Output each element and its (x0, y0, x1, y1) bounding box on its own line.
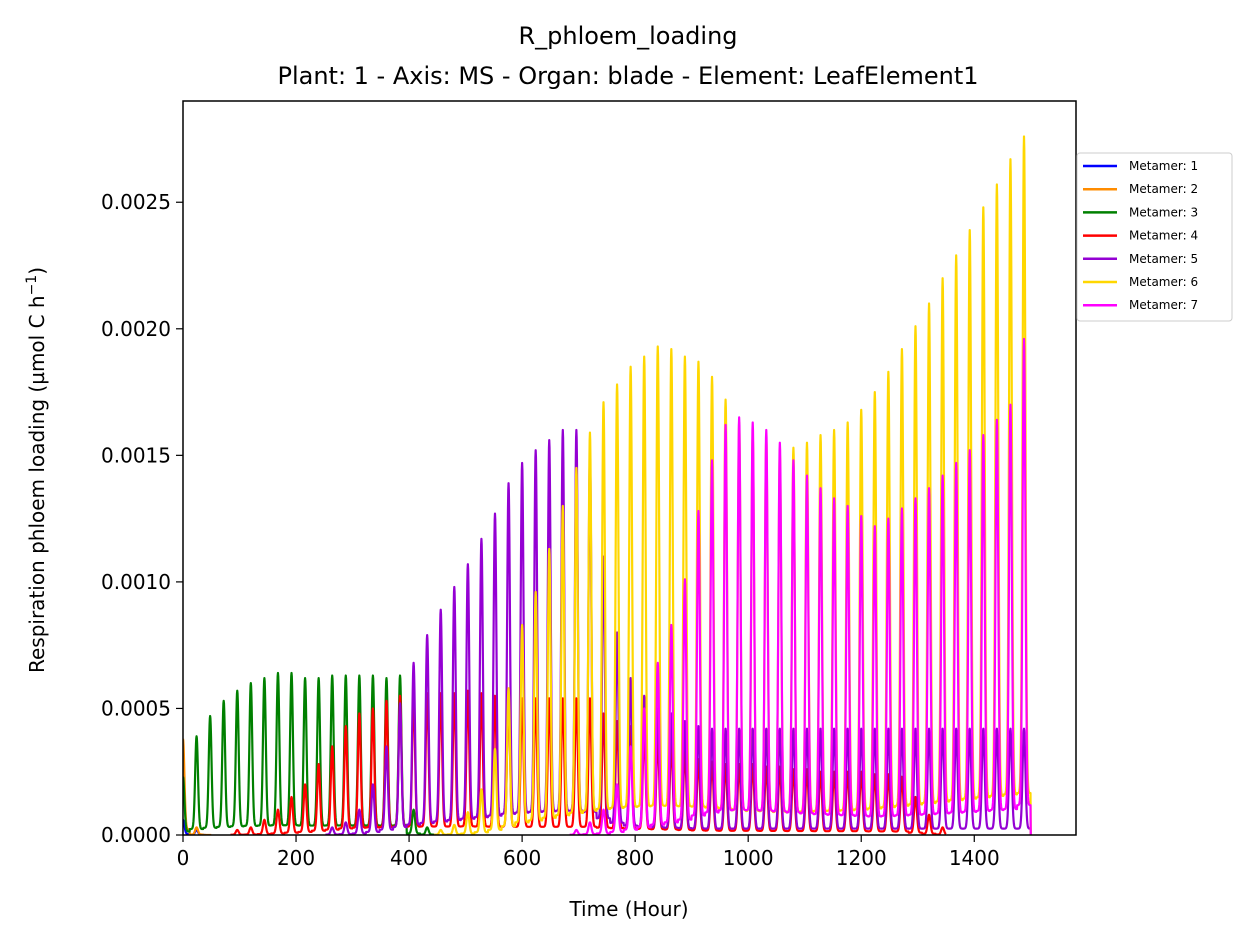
legend-label-metamer-6: Metamer: 6 (1129, 275, 1198, 289)
legend-label-metamer-7: Metamer: 7 (1129, 298, 1198, 312)
y-axis: 0.0000 0.0005 0.0010 0.0015 0.0020 0.0025 (101, 190, 183, 847)
legend-label-metamer-1: Metamer: 1 (1129, 159, 1198, 173)
x-tick-label: 0 (177, 846, 190, 870)
chart-title: R_phloem_loading (518, 22, 737, 50)
y-axis-label-exponent: −1 (24, 275, 40, 296)
series-line-metamer-4 (229, 689, 947, 835)
x-tick-label: 1200 (836, 846, 887, 870)
legend-label-metamer-4: Metamer: 4 (1129, 229, 1198, 243)
x-axis: 0 200 400 600 800 1000 1200 1400 (177, 835, 1000, 870)
legend-label-metamer-2: Metamer: 2 (1129, 182, 1198, 196)
series-layer (183, 135, 1032, 835)
x-tick-label: 1400 (949, 846, 1000, 870)
y-axis-label-main: Respiration phloem loading (µmol C h (25, 295, 49, 673)
x-tick-label: 800 (616, 846, 654, 870)
legend-label-metamer-3: Metamer: 3 (1129, 205, 1198, 219)
y-axis-label-end: ) (25, 267, 49, 275)
series-line-metamer-5 (324, 428, 1032, 835)
x-tick-label: 400 (390, 846, 428, 870)
x-tick-label: 1000 (723, 846, 774, 870)
legend-box (1076, 152, 1233, 322)
y-tick-label: 0.0020 (101, 317, 171, 341)
y-tick-label: 0.0015 (101, 443, 171, 467)
x-axis-label: Time (Hour) (568, 897, 688, 921)
chart-subtitle: Plant: 1 - Axis: MS - Organ: blade - Ele… (277, 62, 978, 90)
x-tick-label: 200 (277, 846, 315, 870)
series-line-metamer-7 (568, 337, 1032, 835)
y-tick-label: 0.0005 (101, 696, 171, 720)
legend: Metamer: 1 Metamer: 2 Metamer: 3 Metamer: 4… (1076, 152, 1233, 322)
x-tick-label: 600 (503, 846, 541, 870)
y-axis-label: Respiration phloem loading (µmol C h−1) (24, 267, 49, 673)
series-line-metamer-2 (183, 738, 213, 835)
legend-label-metamer-5: Metamer: 5 (1129, 252, 1198, 266)
plot-frame (182, 100, 1077, 836)
y-tick-label: 0.0000 (101, 823, 171, 847)
y-tick-label: 0.0025 (101, 190, 171, 214)
y-tick-label: 0.0010 (101, 570, 171, 594)
